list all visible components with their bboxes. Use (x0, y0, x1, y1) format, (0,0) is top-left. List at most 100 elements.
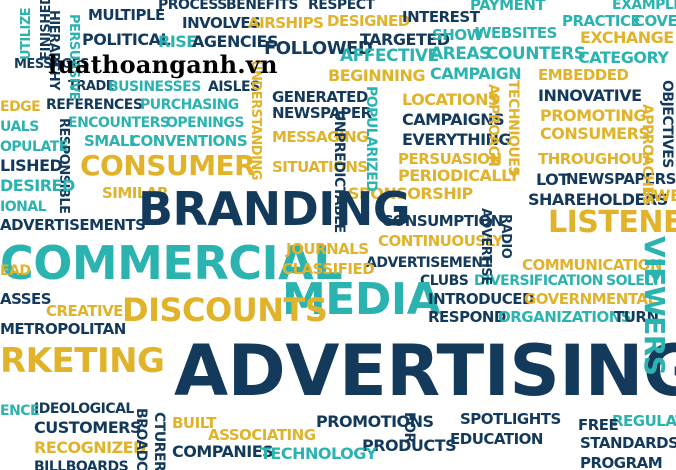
cloud-word-listener: LISTENER (548, 205, 676, 240)
cloud-word-campaign: CAMPAIGN (430, 64, 522, 83)
cloud-word-promotions: PROMOTIONS (316, 412, 434, 431)
cloud-word-free: FREE (578, 416, 619, 434)
cloud-word-objectives: OBJECTIVES (659, 80, 675, 168)
cloud-word-built: BUILT (172, 414, 217, 432)
cloud-word-generated: GENERATED (272, 88, 368, 106)
cloud-word-rketing: RKETING (0, 341, 165, 381)
cloud-word-advertise: ADVERTISE (478, 208, 493, 285)
cloud-word-campaigns: CAMPAIGNS (402, 110, 505, 129)
cloud-word-counters: COUNTERS (486, 44, 586, 64)
cloud-word-trade: TRADE (68, 79, 115, 94)
cloud-word-discounts: DISCOUNTS (122, 291, 328, 329)
cloud-word-situations: SITUATIONS (272, 158, 368, 176)
cloud-word-opulate: OPULATE (0, 139, 68, 155)
cloud-word-messages: MESSAGES (14, 57, 89, 72)
cloud-word-exchange: EXCHANGE (580, 28, 674, 47)
cloud-word-creative: CREATIVE (46, 302, 123, 320)
cloud-word-advertising: ADVERTISING (174, 330, 676, 412)
cloud-word-beginning: BEGINNING (328, 66, 425, 85)
cloud-word-broadcasts: BROADCASTS (133, 408, 149, 470)
cloud-word-media: MEDIA (282, 274, 441, 325)
cloud-word-asses: ASSES (0, 290, 52, 308)
cloud-word-associating: ASSOCIATING (208, 426, 316, 444)
cloud-word-branding: BRANDING (138, 182, 411, 236)
cloud-word-persuasion: PERSUASION (398, 150, 502, 168)
cloud-word-classified: CLASSIFIED (282, 260, 375, 278)
cloud-word-advertisements: ADVERTISEMENTS (0, 216, 146, 234)
cloud-word-designed: DESIGNED (327, 12, 410, 30)
cloud-word-techniques: TECHNIQUES (505, 80, 521, 176)
cloud-word-throughout: THROUGHOUT (538, 150, 653, 168)
cloud-word-affective: AFFECTIVE (340, 46, 439, 66)
cloud-word-consumers: CONSUMERS (540, 124, 650, 143)
cloud-word-show: SHOW (432, 26, 483, 44)
cloud-word-locations: LOCATIONS (402, 90, 500, 109)
cloud-word-turn: TURN (614, 308, 659, 326)
cloud-word-uals: UALS (0, 119, 39, 135)
cloud-word-ead: EAD (0, 263, 31, 279)
cloud-word-products: PRODUCTS (362, 436, 457, 455)
cloud-word-companies: COMPANIES (172, 442, 274, 461)
cloud-word-category: CATEGORY (578, 48, 669, 67)
cloud-word-spotlights: SPOTLIGHTS (460, 410, 561, 428)
cloud-word-businesses: BUSINESSES (108, 79, 201, 95)
cloud-word-lished: LISHED (0, 156, 63, 175)
cloud-word-unpredictable: UNPREDICTABLE (331, 110, 347, 233)
cloud-word-advertisement: ADVERTISEMENT (366, 255, 492, 271)
cloud-word-practice: PRACTICE (562, 12, 641, 30)
cloud-word-regulated: REGULATED (612, 412, 676, 430)
cloud-word-conventions: CONVENTIONS (130, 132, 248, 150)
cloud-word-websites: WEBSITES (475, 24, 557, 42)
cloud-word-process: PROCESS (158, 0, 227, 13)
cloud-word-airships: AIRSHIPS (248, 14, 324, 32)
cloud-word-messaging: MESSAGING (272, 128, 368, 146)
cloud-word-solely: SOLELY (606, 273, 661, 289)
cloud-word-technology: TECHNOLOGY (260, 444, 377, 463)
cloud-word-governmental: GOVERNMENTAL (524, 290, 657, 308)
cloud-word-education: EDUCATION (450, 430, 543, 448)
cloud-word-everything: EVERYTHING (402, 130, 512, 149)
cloud-word-newspapers: NEWSPAPERS (566, 170, 676, 188)
cloud-word-areas: AREAS (430, 44, 491, 64)
cloud-word-interest: INTEREST (402, 8, 480, 26)
cloud-word-targeted: TARGETED (360, 30, 450, 49)
cloud-word-journals: JOURNALS (286, 240, 369, 258)
cloud-word-respect: RESPECT (308, 0, 375, 13)
cloud-word-benefits: BENEFITS (226, 0, 298, 13)
cloud-word-recognized: RECOGNIZED (34, 438, 146, 457)
cloud-word-approach: APPROACH (485, 84, 501, 167)
cloud-word-lot: LOT (536, 170, 569, 189)
cloud-word-standards: STANDARDS (580, 434, 676, 452)
cloud-word-commercial: COMMERCIAL (0, 236, 343, 290)
cloud-word-political: POLITICAL (82, 30, 171, 49)
cloud-word-swe: SWE (642, 186, 676, 205)
cloud-word-billboards: BILLBOARDS (34, 459, 129, 470)
cloud-word-rise: RISE (158, 32, 197, 51)
cloud-word-introduced: INTRODUCED (428, 290, 535, 308)
cloud-word-encounters: ENCOUNTERS (68, 115, 170, 131)
cloud-word-multiple: MULTIPLE (88, 6, 165, 24)
cloud-word-innovative: INNOVATIVE (538, 86, 642, 105)
cloud-word-radio: RADIO (498, 214, 513, 259)
cloud-word-popularized: POPULARIZED (363, 86, 379, 192)
cloud-word-small: SMALL (84, 132, 138, 150)
cloud-word-clubs: CLUBS (420, 273, 469, 289)
cloud-word-ence: ENCE (0, 403, 40, 419)
cloud-word-embedded: EMBEDDED (538, 66, 629, 84)
cloud-word-organizations: ORGANIZATIONS (498, 308, 632, 326)
cloud-word-edge: EDGE (0, 99, 41, 115)
cloud-word-purchasing: PURCHASING (140, 97, 239, 113)
cloud-word-aisles: AISLES (208, 79, 260, 95)
cloud-word-similar: SIMILAR (102, 184, 169, 202)
cloud-word-metropolitan: METROPOLITAN (0, 320, 126, 338)
cloud-word-ideological: IDEOLOGICAL (34, 401, 134, 417)
cloud-word-example: EXAMPLE (612, 0, 676, 13)
cloud-word-references: REFERENCES (46, 97, 143, 113)
cloud-word-payment: PAYMENT (470, 0, 546, 14)
cloud-word-continuously: CONTINUOUSLY (378, 232, 503, 250)
cloud-word-consumer: CONSUMER (80, 149, 256, 182)
cloud-word-for: FOR (401, 412, 417, 443)
cloud-word-newspaper: NEWSPAPER (272, 104, 372, 122)
